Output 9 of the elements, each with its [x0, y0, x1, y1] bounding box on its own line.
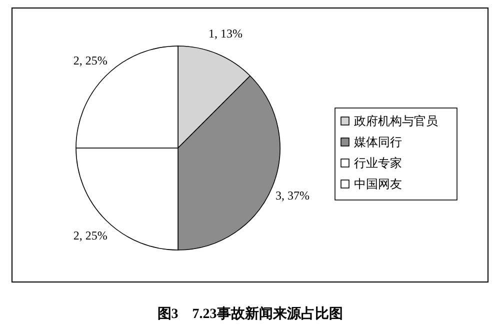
text: 图3 7.23事故新闻来源占比图	[157, 305, 343, 322]
data-label: 1, 13%	[208, 26, 242, 40]
legend-label: 媒体同行	[354, 135, 402, 149]
legend-label: 中国网友	[354, 177, 402, 191]
legend-label: 政府机构与官员	[354, 114, 438, 128]
data-label: 3, 37%	[276, 188, 310, 202]
data-label: 2, 25%	[73, 228, 108, 243]
legend-label: 行业专家	[354, 156, 402, 170]
data-label: 2, 25%	[73, 53, 108, 68]
